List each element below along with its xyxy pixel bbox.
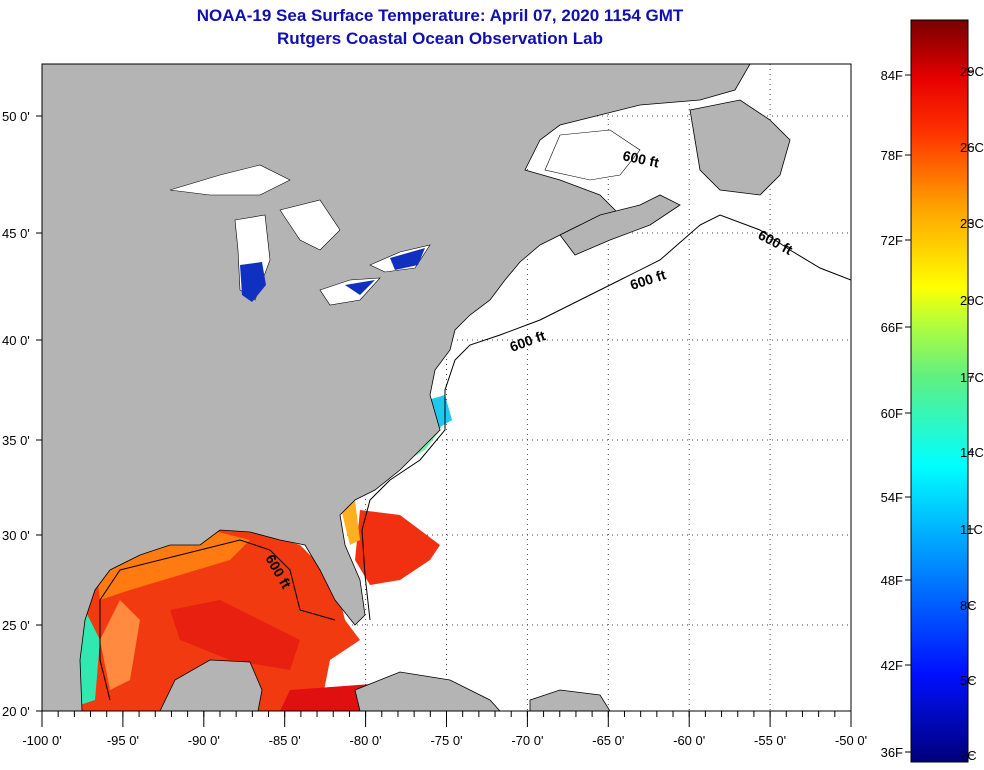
lat-label: 50 0' [2,109,30,124]
contour-label: 600 ft [621,147,660,170]
colorbar-label-f: 66F [881,320,903,335]
land-newfoundland [689,99,791,196]
lon-label: -90 0' [188,733,220,748]
lat-label: 45 0' [2,226,30,241]
map-subtitle: Rutgers Coastal Ocean Observation Lab [277,29,603,48]
lon-label: -65 0' [592,733,624,748]
lon-label: -70 0' [511,733,543,748]
lon-label: -75 0' [430,733,462,748]
colorbar-label-c: 17C [960,370,984,385]
colorbar-label-f: 36F [881,745,903,760]
colorbar-label-f: 60F [881,406,903,421]
colorbar-label-c: 26C [960,140,984,155]
colorbar-label-f: 42F [881,658,903,673]
land-north-america [42,64,751,711]
colorbar-label-c: 8C [960,598,977,613]
colorbar [910,19,969,763]
land-yucatan [159,659,263,711]
colorbar-label-c: 29C [960,64,984,79]
colorbar-label-c: 11C [960,522,983,537]
land-nova-scotia [559,194,681,256]
colorbar-label-f: 54F [881,490,903,505]
lon-label: -50 0' [835,733,867,748]
colorbar-label-c: 20C [960,293,984,308]
lat-label: 25 0' [2,618,30,633]
lon-label: -95 0' [107,733,139,748]
lon-label: -85 0' [269,733,301,748]
land-hispaniola [529,689,611,711]
lat-label: 20 0' [2,704,30,719]
lon-label: -80 0' [350,733,382,748]
map-title: NOAA-19 Sea Surface Temperature: April 0… [196,6,684,25]
colorbar-label-f: 48F [881,573,903,588]
lake-ice-cover [240,248,425,302]
colorbar-label-c: 14C [960,445,984,460]
isobath-600ft [99,214,851,701]
map-axes: 50 0' 45 0' 40 0' 35 0' 30 0' 25 0' 20 0' -100 … [2,109,867,748]
colorbar-label-f: 84F [881,68,903,83]
lon-label: -100 0' [22,733,61,748]
colorbar-label-f: 72F [881,233,903,248]
colorbar-label-f: 78F [881,148,903,163]
colorbar-label-c: 2C [960,748,977,763]
lat-label: 40 0' [2,333,30,348]
colorbar-label-c: 5C [960,673,977,688]
land-cuba [354,671,501,711]
colorbar-label-c: 23C [960,216,984,231]
lat-label: 30 0' [2,528,30,543]
lon-label: -60 0' [673,733,705,748]
lat-label: 35 0' [2,433,30,448]
colorbar-ticks: 84F 78F 72F 66F 60F 54F 48F 42F 36F 29C 26C 23C 20C 1… [881,64,984,763]
lon-label: -55 0' [754,733,786,748]
